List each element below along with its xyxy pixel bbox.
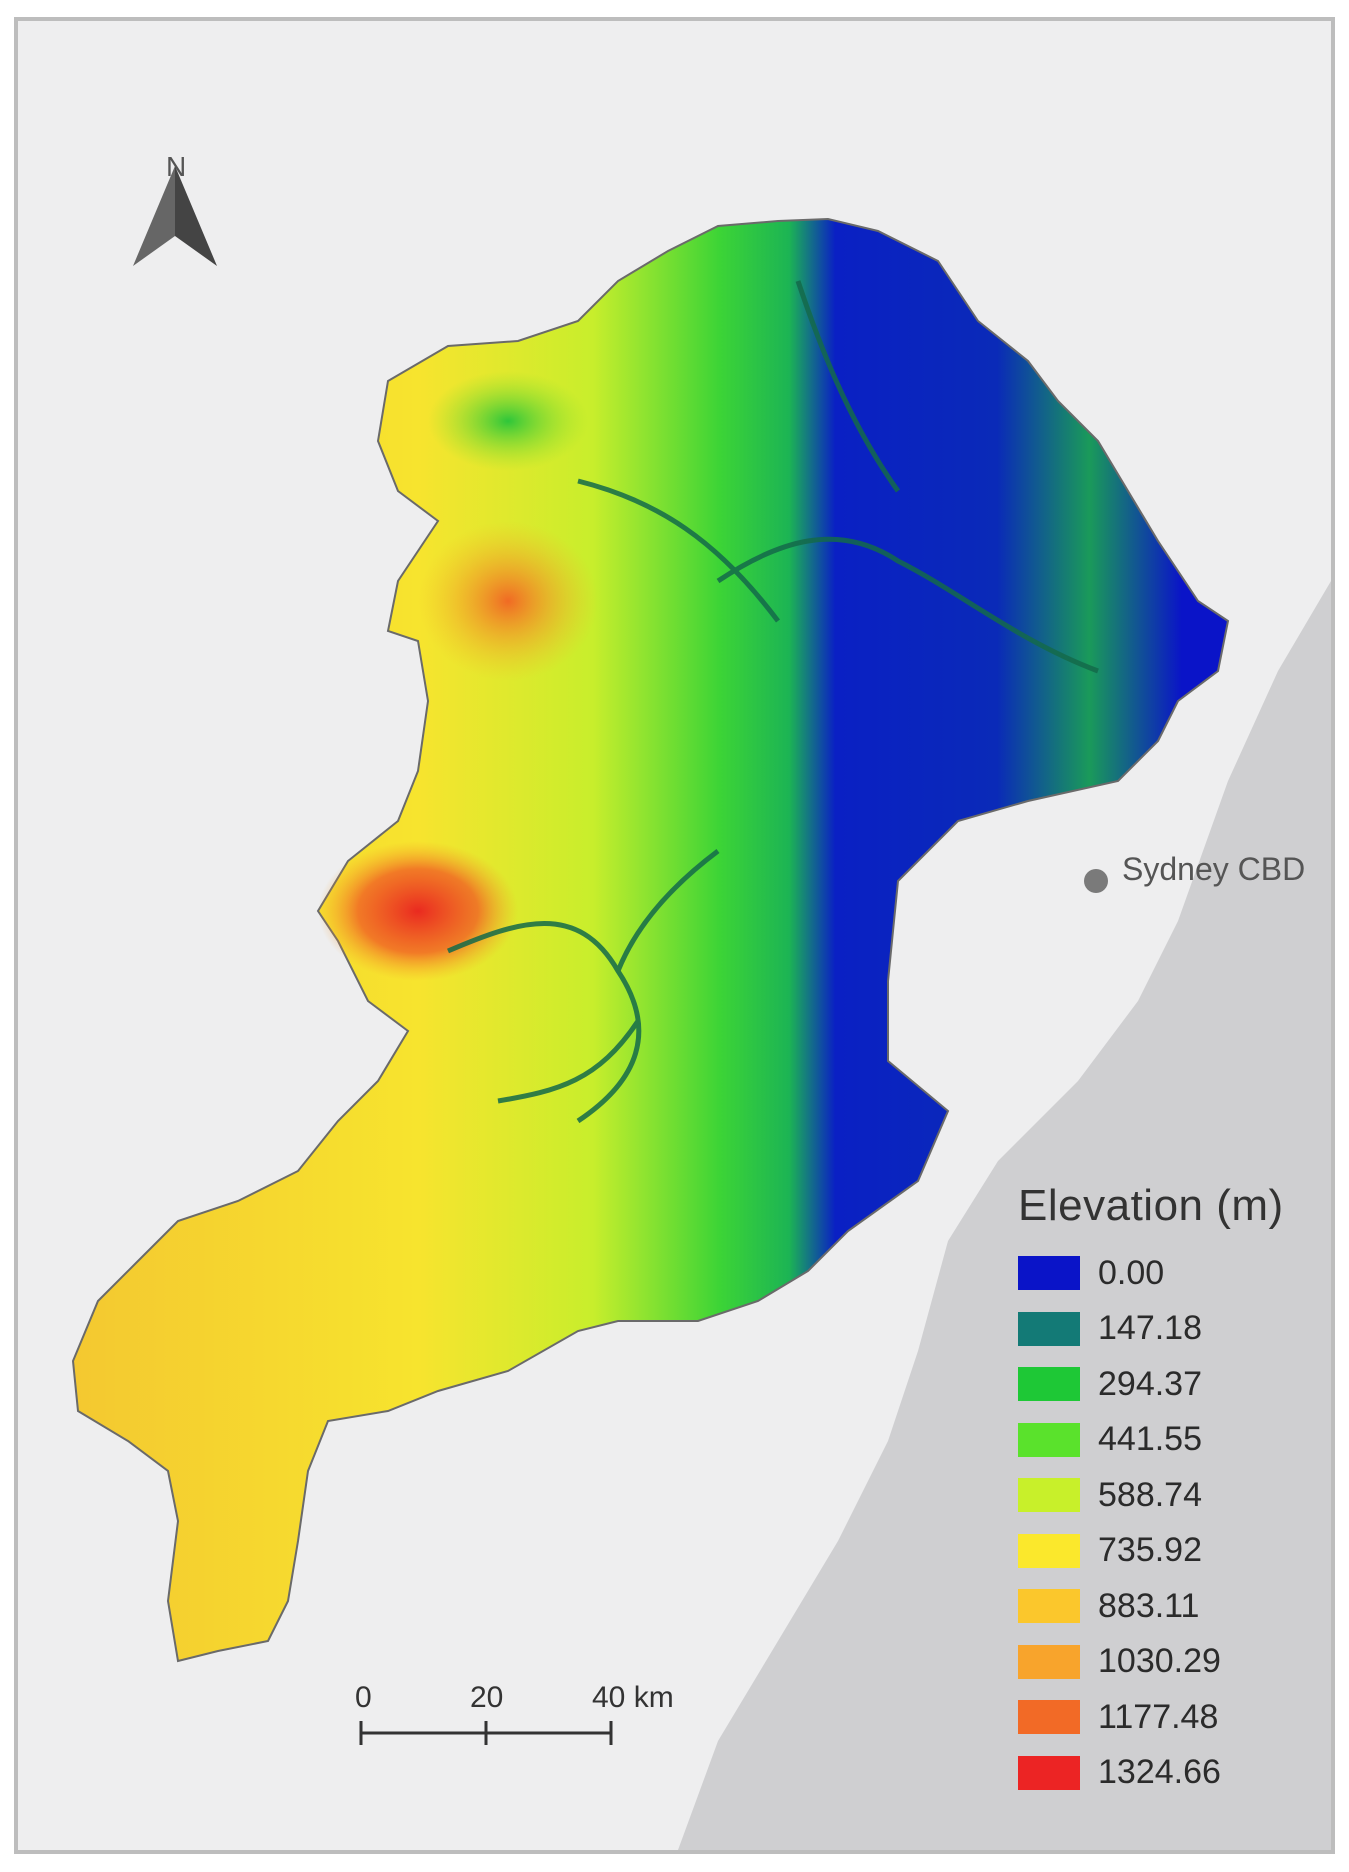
legend-title: Elevation (m) [1018,1181,1284,1230]
legend-label: 1177.48 [1098,1697,1219,1736]
legend-swatch [1018,1644,1080,1679]
high-elevation-zone [418,521,598,681]
north-label: N [166,151,187,182]
legend-label: 588.74 [1098,1475,1202,1514]
legend-swatch [1018,1422,1080,1457]
legend-label: 1324.66 [1098,1753,1221,1791]
legend-item: 1177.48 [1018,1697,1218,1737]
city-label: Sydney CBD [1122,851,1306,887]
sea-area [678,581,1331,1850]
legend-label: 735.92 [1098,1531,1202,1569]
north-arrow-icon [133,166,175,266]
legend-item: 1324.66 [1018,1753,1221,1793]
legend-swatch [1018,1533,1080,1568]
legend-label: 147.18 [1098,1309,1202,1347]
scale-label-20: 20 [470,1681,504,1714]
legend-item: 883.11 [1018,1586,1199,1626]
legend-label: 441.55 [1098,1420,1202,1458]
legend-item: 0.00 [1018,1253,1164,1293]
legend-swatch [1018,1311,1080,1346]
elevation-map [71,166,1331,1850]
legend-swatch [1018,1700,1080,1734]
legend-item: 588.74 [1018,1475,1202,1515]
legend-label: 883.11 [1098,1586,1200,1625]
low-elevation-zone [428,371,588,471]
scale-bar [359,1721,613,1745]
legend-swatch [1018,1755,1080,1790]
legend-item: 294.37 [1018,1364,1202,1404]
legend-swatch [1018,1256,1080,1290]
legend-label: 0.00 [1098,1253,1165,1292]
scale-label-40: 40 km [592,1681,674,1714]
legend-swatch [1018,1589,1080,1623]
legend-item: 147.18 [1018,1309,1202,1349]
legend-swatch [1018,1367,1080,1401]
map-frame: N Sydney CBD 0 20 40 km Elevation (m) 0.… [14,17,1335,1854]
legend-item: 441.55 [1018,1420,1202,1460]
scale-label-0: 0 [355,1681,372,1714]
legend-label: 1030.29 [1098,1642,1221,1680]
river-network [447,280,1099,1124]
north-arrow-icon [175,166,217,266]
legend-item: 735.92 [1018,1531,1202,1571]
sydney-cbd-marker [1084,869,1108,893]
legend-swatch [1018,1478,1080,1512]
high-elevation-zone [318,841,518,981]
legend-label: 294.37 [1098,1364,1202,1403]
legend-item: 1030.29 [1018,1642,1221,1682]
